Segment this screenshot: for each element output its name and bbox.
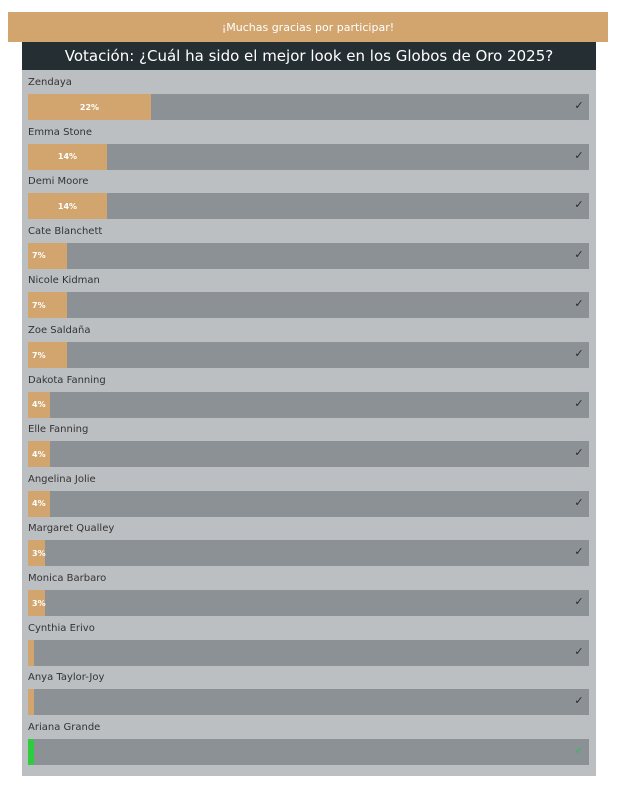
option-name: Anya Taylor-Joy bbox=[28, 672, 105, 684]
option-bar[interactable]: ✓ bbox=[28, 689, 589, 716]
option-fill: 4% bbox=[28, 391, 50, 418]
poll-option[interactable]: Nicole Kidman 7% ✓ bbox=[28, 274, 589, 323]
poll-option[interactable]: Cynthia Erivo ✓ bbox=[28, 622, 589, 671]
option-name: Zoe Saldaña bbox=[28, 325, 91, 336]
check-icon: ✓ bbox=[574, 595, 584, 608]
poll-option[interactable]: Margaret Qualley 3% ✓ bbox=[28, 522, 589, 571]
check-icon: ✓ bbox=[574, 99, 584, 112]
option-name: Margaret Qualley bbox=[28, 523, 115, 535]
option-fill bbox=[28, 738, 34, 765]
option-fill: 7% bbox=[28, 292, 67, 319]
option-fill: 4% bbox=[28, 441, 50, 468]
option-fill: 3% bbox=[28, 590, 46, 616]
option-bar[interactable]: 7% ✓ bbox=[28, 292, 589, 319]
check-icon: ✓ bbox=[574, 694, 584, 708]
option-bar[interactable]: 22% ✓ bbox=[28, 94, 589, 120]
option-bar[interactable]: 3% ✓ bbox=[28, 540, 589, 567]
check-icon: ✓ bbox=[574, 396, 584, 410]
option-name: Emma Stone bbox=[28, 126, 92, 138]
option-fill bbox=[28, 639, 34, 666]
check-icon: ✓ bbox=[574, 644, 584, 658]
option-name: Nicole Kidman bbox=[28, 275, 100, 287]
option-bar[interactable]: 14% ✓ bbox=[28, 143, 589, 170]
poll-option[interactable]: Dakota Fanning 4% ✓ bbox=[28, 374, 589, 423]
option-name: Angelina Jolie bbox=[28, 473, 96, 485]
option-bar[interactable]: 4% ✓ bbox=[28, 441, 589, 468]
option-bar[interactable]: 7% ✓ bbox=[28, 242, 589, 269]
option-name: Dakota Fanning bbox=[28, 374, 106, 386]
check-icon: ✓ bbox=[574, 347, 584, 360]
option-fill: 3% bbox=[28, 540, 46, 567]
option-name: Zendaya bbox=[28, 77, 72, 88]
option-fill bbox=[28, 689, 34, 716]
option-name: Demi Moore bbox=[28, 176, 89, 188]
poll-option[interactable]: Cate Blanchett 7% ✓ bbox=[28, 225, 589, 274]
option-bar[interactable]: 4% ✓ bbox=[28, 391, 589, 418]
option-fill: 22% bbox=[28, 94, 151, 120]
poll-option[interactable]: Elle Fanning 4% ✓ bbox=[28, 423, 589, 472]
poll-option[interactable]: Zendaya 22% ✓ bbox=[28, 76, 589, 125]
option-name: Cynthia Erivo bbox=[28, 622, 95, 634]
poll-option[interactable]: Anya Taylor-Joy ✓ bbox=[28, 671, 589, 720]
poll-option[interactable]: Emma Stone 14% ✓ bbox=[28, 126, 589, 175]
poll-option[interactable]: Zoe Saldaña 7% ✓ bbox=[28, 324, 589, 373]
option-bar[interactable]: ✓ bbox=[28, 738, 589, 765]
poll-option[interactable]: Demi Moore 14% ✓ bbox=[28, 175, 589, 224]
option-bar[interactable]: 7% ✓ bbox=[28, 342, 589, 368]
check-icon: ✓ bbox=[574, 148, 584, 162]
check-icon: ✓ bbox=[574, 247, 584, 261]
check-icon: ✓ bbox=[574, 198, 584, 212]
option-fill: 7% bbox=[28, 342, 67, 368]
option-fill: 4% bbox=[28, 490, 50, 517]
option-name: Elle Fanning bbox=[28, 424, 89, 436]
option-name: Cate Blanchett bbox=[28, 225, 103, 237]
poll-title: Votación: ¿Cuál ha sido el mejor look en… bbox=[22, 42, 596, 70]
poll-option[interactable]: Angelina Jolie 4% ✓ bbox=[28, 473, 589, 522]
check-icon: ✓ bbox=[574, 743, 584, 757]
poll-option[interactable]: Monica Barbaro 3% ✓ bbox=[28, 572, 589, 621]
poll-option[interactable]: Ariana Grande ✓ bbox=[28, 721, 589, 770]
option-fill: 7% bbox=[28, 242, 67, 269]
option-bar[interactable]: 3% ✓ bbox=[28, 590, 589, 616]
check-icon: ✓ bbox=[574, 297, 584, 311]
poll-panel: Votación: ¿Cuál ha sido el mejor look en… bbox=[22, 42, 596, 776]
check-icon: ✓ bbox=[574, 545, 584, 559]
check-icon: ✓ bbox=[574, 495, 584, 509]
option-name: Monica Barbaro bbox=[28, 573, 107, 584]
option-bar[interactable]: 4% ✓ bbox=[28, 490, 589, 517]
option-bar[interactable]: 14% ✓ bbox=[28, 193, 589, 220]
thanks-banner: ¡Muchas gracias por participar! bbox=[8, 12, 608, 42]
check-icon: ✓ bbox=[574, 446, 584, 460]
option-bar[interactable]: ✓ bbox=[28, 639, 589, 666]
option-name: Ariana Grande bbox=[28, 721, 101, 733]
option-fill: 14% bbox=[28, 193, 107, 220]
option-fill: 14% bbox=[28, 143, 107, 170]
